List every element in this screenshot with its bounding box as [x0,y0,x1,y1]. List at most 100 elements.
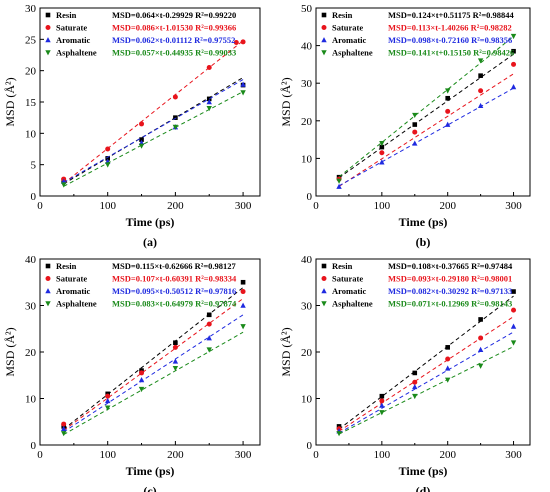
data-point-saturate [233,39,239,45]
fit-line-asphaltene [63,91,244,187]
data-point-saturate [379,150,385,156]
data-point-saturate [240,289,246,295]
data-point-aromatic [379,402,385,408]
legend-label: Asphaltene [56,48,97,58]
legend-label: Asphaltene [332,48,373,58]
data-point-asphaltene [510,33,517,40]
data-point-aromatic [444,365,451,371]
y-tick-label: 0 [307,191,313,203]
x-tick-label: 0 [313,200,319,212]
y-tick-label: 40 [25,254,37,266]
y-axis-label: MSD (Å²) [3,77,17,126]
data-point-aromatic [60,425,67,432]
legend-label: Resin [56,10,77,20]
data-point-resin [412,370,418,376]
legend-marker-asphaltene [45,301,51,307]
fit-line-aromatic [63,314,244,433]
data-point-saturate [412,129,418,135]
legend-equation: MSD=0.113×t-1.40266 R²=0.98282 [388,23,512,33]
data-point-aromatic [336,183,342,189]
data-point-saturate [240,39,246,45]
fit-line-saturate [338,73,514,187]
data-point-resin [379,144,385,150]
y-tick-label: 40 [301,254,313,266]
fit-line-aromatic [338,87,514,187]
x-tick-label: 100 [99,449,116,461]
data-point-asphaltene [206,105,212,112]
x-tick-label: 300 [235,200,252,212]
legend-equation: MSD=0.141×t+0.15150 R²=0.98426 [388,48,514,58]
data-point-asphaltene [477,363,484,369]
fit-line-saturate [63,40,244,184]
data-point-asphaltene [444,377,451,383]
y-tick-label: 10 [25,394,37,406]
data-point-aromatic [510,84,517,90]
y-tick-label: 25 [25,34,37,46]
panel-label: (d) [416,484,431,492]
panel-label: (c) [143,484,156,492]
data-point-resin [240,279,246,285]
legend-label: Resin [332,10,353,20]
data-point-asphaltene [138,386,145,393]
legend-label: Resin [56,261,77,271]
legend-equation: MSD=0.107×t-0.60391 R²=0.98334 [112,274,237,284]
legend-label: Aromatic [332,35,367,45]
fit-line-asphaltene [338,35,514,178]
chart-panel-1: 0 100 200 300 0 5 10 15 20 25 30 Time (ps) MSD (Å²) (… [3,3,261,249]
data-point-aromatic [477,102,484,109]
legend-marker-resin [45,12,51,18]
data-point-saturate [206,65,212,71]
data-point-aromatic [444,121,451,127]
data-point-resin [445,345,450,350]
legend-equation: MSD=0.124×t+0.51175 R²=0.98844 [388,10,515,20]
x-axis-label: Time (ps) [126,464,175,478]
y-tick-label: 0 [31,191,37,203]
data-point-saturate [478,335,484,341]
data-point-asphaltene [379,410,385,416]
data-point-saturate [511,61,517,67]
y-tick-label: 5 [31,160,37,172]
fit-line-asphaltene [63,331,244,435]
legend-equation: MSD=0.095×t-0.50512 R²=0.97816 [112,286,236,296]
y-tick-label: 0 [307,440,313,452]
fit-line-asphaltene [338,346,514,435]
legend: Resin MSD=0.124×t+0.51175 R²=0.98844 Satur… [321,10,515,58]
chart-panel-3: 0 100 200 300 0 10 20 30 40 Time (ps) MSD (Å²) (c) R… [3,254,261,492]
data-point-asphaltene [379,141,385,147]
x-tick-label: 200 [439,200,456,212]
data-point-asphaltene [172,365,179,372]
data-point-resin [379,393,385,399]
y-tick-label: 20 [25,347,37,359]
y-tick-label: 20 [25,66,37,78]
legend-marker-aromatic [45,37,51,43]
data-point-asphaltene [336,431,342,437]
y-tick-label: 30 [301,78,313,90]
data-point-saturate [511,307,517,313]
legend-label: Saturate [332,23,363,33]
data-point-saturate [206,321,212,327]
legend-label: Saturate [56,274,87,284]
x-tick-label: 300 [235,449,252,461]
x-tick-label: 100 [374,449,391,461]
data-point-asphaltene [60,182,67,188]
data-point-aromatic [104,397,111,404]
data-point-aromatic [172,358,179,364]
y-tick-label: 20 [301,347,313,359]
data-point-saturate [139,370,145,376]
data-point-resin [206,96,212,102]
data-point-aromatic [206,335,212,341]
x-tick-label: 300 [505,200,522,212]
legend-marker-resin [321,12,327,18]
legend-marker-aromatic [321,288,327,294]
legend-label: Asphaltene [56,299,97,309]
plot-frame [315,7,531,197]
data-point-saturate [445,108,451,114]
data-point-asphaltene [412,393,418,400]
fit-line-aromatic [63,79,244,183]
x-axis-label: Time (ps) [399,215,448,229]
data-point-resin [412,122,418,127]
chart-panel-2: 0 100 200 300 0 10 20 30 40 50 Time (ps) MSD (Å²) (b… [279,3,531,249]
panel-label: (a) [143,235,157,249]
x-tick-label: 0 [37,200,43,212]
legend: Resin MSD=0.108×t-0.37665 R²=0.97484 Satur… [321,261,513,309]
